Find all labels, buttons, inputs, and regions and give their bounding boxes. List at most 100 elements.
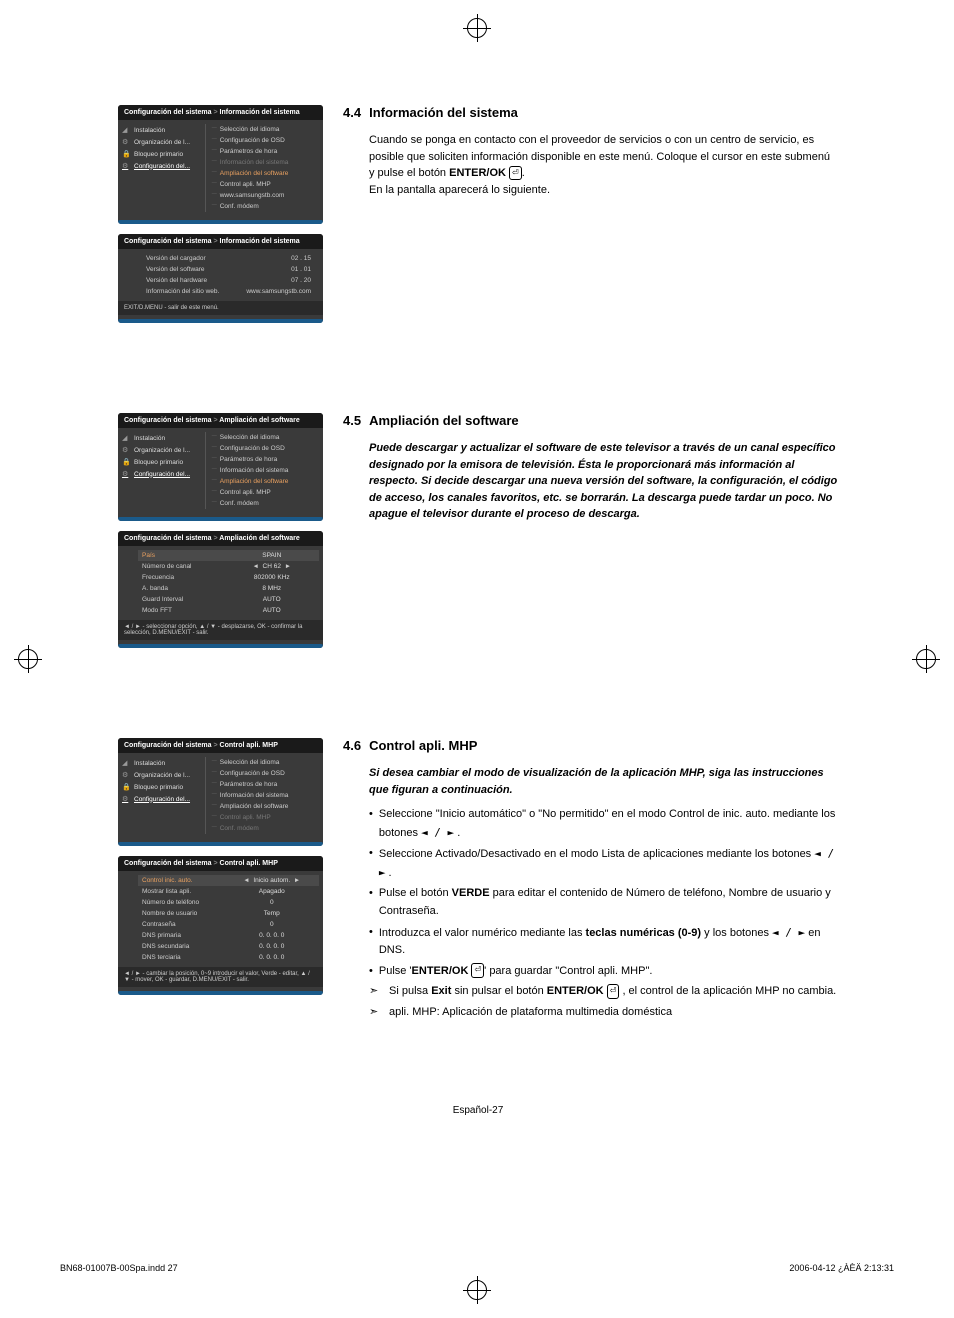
menu-left-item[interactable]: ⚙ Organización de l... [122, 444, 205, 456]
menu-left-item[interactable]: ⚙Configuración del... [122, 468, 205, 480]
info-value: 01 . 01 [291, 266, 311, 273]
submenu-item[interactable]: Ampliación del software [212, 476, 319, 487]
table-row[interactable]: Nombre de usuarioTemp [138, 908, 319, 919]
submenu-item[interactable]: Selección del idioma [212, 124, 319, 135]
section-heading-4-4: 4.4 Información del sistema [343, 105, 838, 120]
table-row[interactable]: Número de teléfono0 [138, 897, 319, 908]
enter-icon: ⏎ [471, 963, 484, 978]
table-row[interactable]: Modo FFTAUTO [138, 605, 319, 616]
section-number: 4.4 [343, 105, 361, 120]
menu-left-item[interactable]: ◢Instalación [122, 124, 205, 136]
menu-item-label: Organización de l... [134, 447, 190, 454]
menu-left-item[interactable]: ⚙Configuración del... [122, 793, 205, 805]
section-title: Información del sistema [369, 105, 518, 120]
info-row: Versión del software01 . 01 [138, 264, 319, 275]
submenu-item[interactable]: Control apli. MHP [212, 179, 319, 190]
info-row: Información del sitio web.www.samsungstb… [138, 286, 319, 297]
submenu-item[interactable]: Configuración de OSD [212, 768, 319, 779]
submenu-item[interactable]: Parámetros de hora [212, 454, 319, 465]
menu-item-icon: ⚙ [122, 138, 130, 146]
table-row[interactable]: Número de canal◄ CH 62 ► [138, 561, 319, 572]
enter-icon: ⏎ [607, 984, 620, 999]
text-4-5: 4.5 Ampliación del software Puede descar… [343, 413, 838, 658]
table-value: ◄ Inicio autom. ► [229, 877, 316, 884]
submenu-item[interactable]: Conf. módem [212, 498, 319, 509]
text-4-6: 4.6 Control apli. MHP Si desea cambiar e… [343, 738, 838, 1025]
progress-bar [118, 319, 323, 323]
menu-item-icon: 🔒 [122, 783, 130, 791]
submenu-item[interactable]: www.samsungstb.com [212, 190, 319, 201]
enter-icon: ⏎ [509, 166, 522, 180]
menu-item-label: Instalación [134, 435, 165, 442]
menu-item-icon: ⚙ [122, 470, 130, 478]
submenu-item[interactable]: Conf. módem [212, 201, 319, 212]
submenu-item[interactable]: Conf. módem [212, 823, 319, 834]
menu-left-item[interactable]: ⚙Organización de l... [122, 769, 205, 781]
menu-item-label: Configuración del... [134, 796, 190, 803]
register-mark-right [916, 649, 936, 669]
table-row[interactable]: Frecuencia802000 KHz [138, 572, 319, 583]
menu-left-item[interactable]: 🔒Bloqueo primario [122, 781, 205, 793]
menu-item-icon: ⚙ [122, 162, 130, 170]
table-row[interactable]: A. banda8 MHz [138, 583, 319, 594]
table-row[interactable]: DNS secundaria0. 0. 0. 0 [138, 941, 319, 952]
breadcrumb-root: Configuración del sistema [124, 109, 212, 116]
breadcrumb-root: Configuración del sistema [124, 238, 212, 245]
info-label: Versión del cargador [146, 255, 206, 262]
menu-item-label: Organización de l... [134, 139, 190, 146]
submenu-item[interactable]: Configuración de OSD [212, 135, 319, 146]
table-row[interactable]: Mostrar lista apli.Apagado [138, 886, 319, 897]
table-label: Guard Interval [142, 596, 229, 603]
submenu-item[interactable]: Ampliación del software [212, 168, 319, 179]
submenu-item[interactable]: Selección del idioma [212, 432, 319, 443]
table-label: Contraseña [142, 921, 229, 928]
body-text-2: En la pantalla aparecerá lo siguiente. [369, 184, 550, 196]
bullet-item: •Introduzca el valor numérico mediante l… [369, 924, 838, 960]
table-row[interactable]: Contraseña0 [138, 919, 319, 930]
table-value: AUTO [229, 607, 316, 614]
table-value: SPAIN [229, 552, 316, 559]
arrow-item: ➣apli. MHP: Aplicación de plataforma mul… [369, 1004, 838, 1022]
screenshots-4-6: Configuración del sistema > Control apli… [118, 738, 323, 1025]
submenu-item[interactable]: Control apli. MHP [212, 487, 319, 498]
progress-bar [118, 644, 323, 648]
menu-footer: ◄ / ► - cambiar la posición, 0~9 introdu… [118, 967, 323, 987]
menu-item-label: Organización de l... [134, 772, 190, 779]
submenu-item[interactable]: Ampliación del software [212, 801, 319, 812]
table-row[interactable]: Guard IntervalAUTO [138, 594, 319, 605]
submenu-item[interactable]: Parámetros de hora [212, 146, 319, 157]
breadcrumb-current: Ampliación del software [219, 535, 300, 542]
breadcrumb-root: Configuración del sistema [124, 742, 212, 749]
bullet-list: •Seleccione "Inicio automático" o "No pe… [369, 806, 838, 1022]
section-heading-4-5: 4.5 Ampliación del software [343, 413, 838, 428]
menu-left-item[interactable]: 🔒Bloqueo primario [122, 148, 205, 160]
menu-4-4-1: Configuración del sistema > Información … [118, 105, 323, 224]
submenu-item[interactable]: Selección del idioma [212, 757, 319, 768]
table-value: ◄ CH 62 ► [229, 563, 316, 570]
menu-item-icon: ⚙ [122, 446, 130, 454]
info-value: 07 . 20 [291, 277, 311, 284]
register-mark-left [18, 649, 38, 669]
footer-right: 2006-04-12 ¿ÀÈÄ 2:13:31 [789, 1263, 894, 1273]
table-row[interactable]: DNS primaria0. 0. 0. 0 [138, 930, 319, 941]
breadcrumb-current: Control apli. MHP [220, 742, 278, 749]
menu-left-item[interactable]: ⚙ Organización de l... [122, 136, 205, 148]
submenu-item[interactable]: Información del sistema [212, 790, 319, 801]
menu-left-item[interactable]: ⚙Configuración del... [122, 160, 205, 172]
breadcrumb-current: Ampliación del software [219, 417, 300, 424]
submenu-item[interactable]: Información del sistema [212, 465, 319, 476]
submenu-item[interactable]: Configuración de OSD [212, 443, 319, 454]
submenu-item[interactable]: Información del sistema [212, 157, 319, 168]
menu-left-item[interactable]: ◢Instalación [122, 432, 205, 444]
submenu-item[interactable]: Control apli. MHP [212, 812, 319, 823]
table-row[interactable]: Control inic. auto.◄ Inicio autom. ► [138, 875, 319, 886]
table-row[interactable]: PaísSPAIN [138, 550, 319, 561]
submenu-item[interactable]: Parámetros de hora [212, 779, 319, 790]
table-label: Número de canal [142, 563, 229, 570]
menu-left-item[interactable]: 🔒Bloqueo primario [122, 456, 205, 468]
table-row[interactable]: DNS terciaria0. 0. 0. 0 [138, 952, 319, 963]
table-value: AUTO [229, 596, 316, 603]
table-label: DNS secundaria [142, 943, 229, 950]
breadcrumb-current: Control apli. MHP [220, 860, 278, 867]
menu-left-item[interactable]: ◢Instalación [122, 757, 205, 769]
